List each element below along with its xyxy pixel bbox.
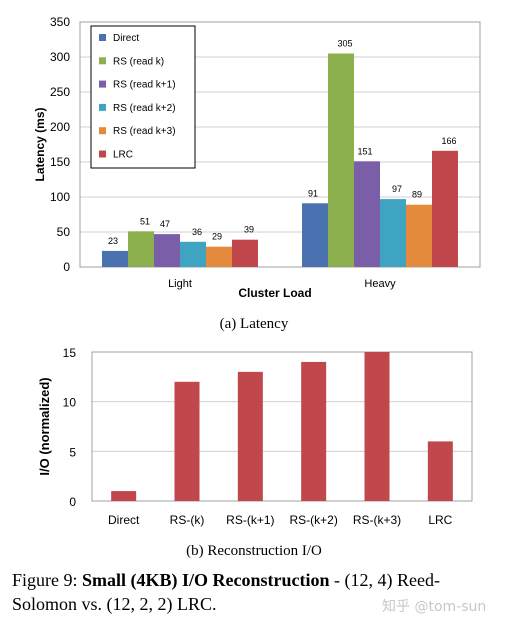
legend-swatch: [99, 103, 106, 111]
reconstruction-io-chart: 0 5 10 15 Direct RS-(k) RS-(k+1) RS-(k+2) RS-(k+…: [37, 346, 473, 559]
x-tick-label: RS-(k): [170, 513, 205, 527]
legend-swatch: [99, 80, 106, 88]
legend-label: RS (read k+3): [113, 126, 176, 137]
y-tick-label: 250: [50, 85, 70, 99]
data-label: 51: [140, 216, 150, 226]
subfigure-label: (b) Reconstruction I/O: [186, 543, 322, 559]
data-label: 29: [212, 232, 222, 242]
legend: Direct RS (read k) RS (read k+1) RS (read k…: [90, 25, 196, 169]
bar: [128, 231, 154, 267]
data-label: 166: [441, 136, 456, 146]
bar: [111, 491, 137, 501]
figure-caption: Figure 9: Small (4KB) I/O Reconstruction…: [12, 568, 498, 616]
bar: [427, 441, 453, 501]
x-tick-label: RS-(k+2): [289, 513, 337, 527]
bar: [432, 150, 458, 267]
y-tick-label: 5: [69, 445, 76, 459]
legend-label: LRC: [113, 150, 133, 161]
y-tick-label: 300: [50, 50, 70, 64]
data-label: 39: [244, 225, 254, 235]
y-tick-label: 0: [69, 495, 76, 509]
x-tick-label: RS-(k+3): [353, 513, 401, 527]
legend-swatch: [99, 127, 106, 135]
x-tick-label: LRC: [428, 513, 452, 527]
bar: [102, 250, 128, 267]
bar: [154, 234, 180, 267]
bar: [174, 381, 200, 501]
data-label: 305: [337, 39, 352, 49]
x-tick-label: Direct: [108, 513, 140, 527]
y-tick-label: 10: [63, 396, 77, 410]
y-tick-label: 200: [50, 120, 70, 134]
data-label: 151: [357, 146, 372, 156]
legend-box: [90, 25, 196, 169]
y-tick-label: 0: [63, 260, 70, 274]
latency-chart: 0 50 100 150 200 250 300 350 23 51 47 36 29 39 Light 91…: [33, 15, 481, 332]
data-label: 89: [412, 190, 422, 200]
bar: [206, 246, 232, 267]
y-tick-label: 150: [50, 155, 70, 169]
legend-label: RS (read k+1): [113, 80, 176, 91]
data-label: 97: [392, 184, 402, 194]
bar: [380, 199, 406, 267]
bar: [406, 204, 432, 267]
data-label: 91: [308, 188, 318, 198]
bar: [301, 361, 327, 501]
legend-label: RS (read k+2): [113, 103, 176, 114]
legend-swatch: [99, 57, 106, 65]
x-axis-title: Cluster Load: [238, 286, 311, 300]
bar: [180, 241, 206, 267]
plot-frame: [79, 21, 481, 268]
bar: [237, 371, 263, 501]
bar: [328, 53, 354, 267]
legend-label: RS (read k): [113, 56, 164, 67]
data-label: 47: [160, 219, 170, 229]
y-axis-title: Latency (ms): [33, 107, 47, 181]
caption-prefix: Figure 9:: [12, 570, 82, 590]
y-axis-title: I/O (normalized): [37, 377, 52, 475]
bar: [302, 203, 328, 267]
bar: [232, 239, 258, 267]
x-tick-label: Heavy: [364, 278, 396, 290]
data-label: 23: [108, 236, 118, 246]
legend-swatch: [99, 150, 106, 158]
subfigure-label: (a) Latency: [220, 316, 289, 332]
x-tick-label: RS-(k+1): [226, 513, 274, 527]
watermark: 知乎 @tom-sun: [382, 599, 487, 615]
y-tick-label: 50: [57, 225, 71, 239]
y-tick-label: 350: [50, 15, 70, 29]
legend-label: Direct: [113, 33, 139, 44]
caption-rest: - (12, 4) Reed-Solomon vs. (12, 2, 2) LR…: [12, 570, 440, 614]
caption-bold: Small (4KB) I/O Reconstruction: [82, 570, 330, 590]
bar: [354, 161, 380, 267]
data-label: 36: [192, 227, 202, 237]
x-tick-label: Light: [168, 278, 192, 290]
plot-frame: [91, 351, 473, 502]
bar: [364, 352, 390, 501]
y-tick-label: 15: [63, 346, 77, 360]
legend-swatch: [99, 34, 106, 41]
y-tick-label: 100: [50, 190, 70, 204]
